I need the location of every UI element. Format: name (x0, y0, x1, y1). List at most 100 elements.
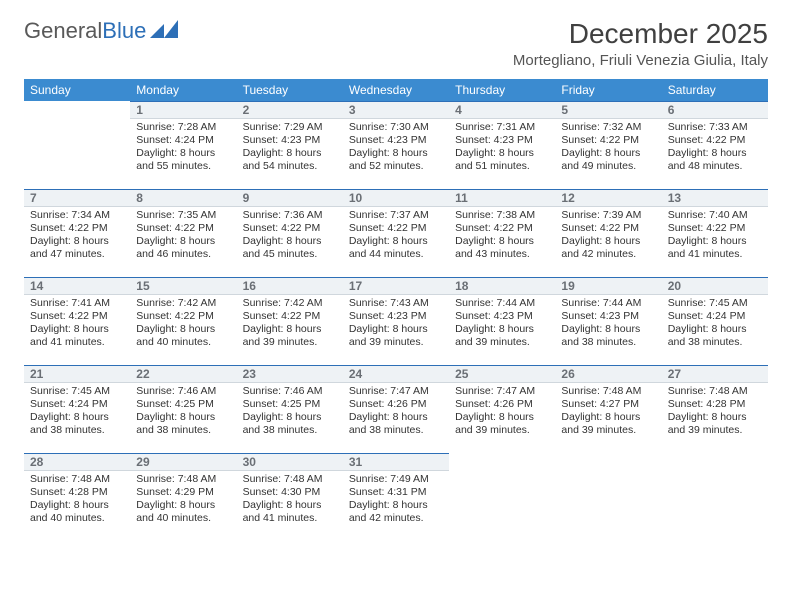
calendar-cell: 16Sunrise: 7:42 AMSunset: 4:22 PMDayligh… (237, 277, 343, 365)
day-info: Sunrise: 7:33 AMSunset: 4:22 PMDaylight:… (662, 119, 768, 178)
calendar-cell: 12Sunrise: 7:39 AMSunset: 4:22 PMDayligh… (555, 189, 661, 277)
sunset-line: Sunset: 4:28 PM (668, 398, 762, 411)
calendar-cell: 3Sunrise: 7:30 AMSunset: 4:23 PMDaylight… (343, 101, 449, 189)
sunset-line: Sunset: 4:22 PM (561, 134, 655, 147)
sunrise-line: Sunrise: 7:34 AM (30, 209, 124, 222)
daylight-line: Daylight: 8 hours and 51 minutes. (455, 147, 549, 173)
day-info: Sunrise: 7:42 AMSunset: 4:22 PMDaylight:… (130, 295, 236, 354)
daylight-line: Daylight: 8 hours and 38 minutes. (349, 411, 443, 437)
calendar-cell: 24Sunrise: 7:47 AMSunset: 4:26 PMDayligh… (343, 365, 449, 453)
sunrise-line: Sunrise: 7:42 AM (136, 297, 230, 310)
sunrise-line: Sunrise: 7:49 AM (349, 473, 443, 486)
sunrise-line: Sunrise: 7:47 AM (349, 385, 443, 398)
sunset-line: Sunset: 4:27 PM (561, 398, 655, 411)
calendar-cell (662, 453, 768, 541)
daylight-line: Daylight: 8 hours and 42 minutes. (561, 235, 655, 261)
sunset-line: Sunset: 4:22 PM (30, 310, 124, 323)
day-info: Sunrise: 7:37 AMSunset: 4:22 PMDaylight:… (343, 207, 449, 266)
sunrise-line: Sunrise: 7:29 AM (243, 121, 337, 134)
daylight-line: Daylight: 8 hours and 40 minutes. (136, 323, 230, 349)
daylight-line: Daylight: 8 hours and 54 minutes. (243, 147, 337, 173)
day-number: 11 (449, 189, 555, 207)
sunset-line: Sunset: 4:26 PM (455, 398, 549, 411)
sunset-line: Sunset: 4:22 PM (561, 222, 655, 235)
calendar-cell: 1Sunrise: 7:28 AMSunset: 4:24 PMDaylight… (130, 101, 236, 189)
sunset-line: Sunset: 4:22 PM (349, 222, 443, 235)
sunset-line: Sunset: 4:22 PM (136, 310, 230, 323)
day-info: Sunrise: 7:42 AMSunset: 4:22 PMDaylight:… (237, 295, 343, 354)
daylight-line: Daylight: 8 hours and 39 minutes. (455, 411, 549, 437)
sunrise-line: Sunrise: 7:45 AM (668, 297, 762, 310)
calendar-cell: 8Sunrise: 7:35 AMSunset: 4:22 PMDaylight… (130, 189, 236, 277)
sunrise-line: Sunrise: 7:48 AM (561, 385, 655, 398)
sunset-line: Sunset: 4:25 PM (243, 398, 337, 411)
day-number: 27 (662, 365, 768, 383)
day-info: Sunrise: 7:32 AMSunset: 4:22 PMDaylight:… (555, 119, 661, 178)
calendar-cell: 18Sunrise: 7:44 AMSunset: 4:23 PMDayligh… (449, 277, 555, 365)
sunrise-line: Sunrise: 7:48 AM (668, 385, 762, 398)
calendar-cell: 13Sunrise: 7:40 AMSunset: 4:22 PMDayligh… (662, 189, 768, 277)
calendar-cell: 9Sunrise: 7:36 AMSunset: 4:22 PMDaylight… (237, 189, 343, 277)
day-header: Wednesday (343, 79, 449, 101)
sunrise-line: Sunrise: 7:48 AM (136, 473, 230, 486)
day-number: 20 (662, 277, 768, 295)
sunrise-line: Sunrise: 7:38 AM (455, 209, 549, 222)
sunset-line: Sunset: 4:22 PM (136, 222, 230, 235)
day-number: 10 (343, 189, 449, 207)
calendar-cell (449, 453, 555, 541)
sunset-line: Sunset: 4:25 PM (136, 398, 230, 411)
calendar-cell: 19Sunrise: 7:44 AMSunset: 4:23 PMDayligh… (555, 277, 661, 365)
sunset-line: Sunset: 4:23 PM (561, 310, 655, 323)
day-info: Sunrise: 7:46 AMSunset: 4:25 PMDaylight:… (237, 383, 343, 442)
day-number: 28 (24, 453, 130, 471)
day-info: Sunrise: 7:29 AMSunset: 4:23 PMDaylight:… (237, 119, 343, 178)
day-number: 24 (343, 365, 449, 383)
day-info: Sunrise: 7:49 AMSunset: 4:31 PMDaylight:… (343, 471, 449, 530)
daylight-line: Daylight: 8 hours and 44 minutes. (349, 235, 443, 261)
day-number: 3 (343, 101, 449, 119)
day-number: 7 (24, 189, 130, 207)
sunset-line: Sunset: 4:23 PM (455, 310, 549, 323)
daylight-line: Daylight: 8 hours and 41 minutes. (30, 323, 124, 349)
day-info: Sunrise: 7:40 AMSunset: 4:22 PMDaylight:… (662, 207, 768, 266)
sunrise-line: Sunrise: 7:31 AM (455, 121, 549, 134)
sunrise-line: Sunrise: 7:44 AM (561, 297, 655, 310)
day-info: Sunrise: 7:30 AMSunset: 4:23 PMDaylight:… (343, 119, 449, 178)
day-number: 22 (130, 365, 236, 383)
sunrise-line: Sunrise: 7:47 AM (455, 385, 549, 398)
sunset-line: Sunset: 4:23 PM (349, 134, 443, 147)
brand-part1: General (24, 18, 102, 44)
daylight-line: Daylight: 8 hours and 42 minutes. (349, 499, 443, 525)
day-number: 25 (449, 365, 555, 383)
day-info: Sunrise: 7:44 AMSunset: 4:23 PMDaylight:… (555, 295, 661, 354)
day-number: 14 (24, 277, 130, 295)
calendar-cell: 23Sunrise: 7:46 AMSunset: 4:25 PMDayligh… (237, 365, 343, 453)
calendar-cell: 5Sunrise: 7:32 AMSunset: 4:22 PMDaylight… (555, 101, 661, 189)
sunrise-line: Sunrise: 7:48 AM (30, 473, 124, 486)
day-info: Sunrise: 7:45 AMSunset: 4:24 PMDaylight:… (24, 383, 130, 442)
sunset-line: Sunset: 4:22 PM (668, 222, 762, 235)
sunrise-line: Sunrise: 7:43 AM (349, 297, 443, 310)
day-number: 16 (237, 277, 343, 295)
daylight-line: Daylight: 8 hours and 48 minutes. (668, 147, 762, 173)
daylight-line: Daylight: 8 hours and 39 minutes. (349, 323, 443, 349)
sunset-line: Sunset: 4:24 PM (136, 134, 230, 147)
day-number: 21 (24, 365, 130, 383)
day-info: Sunrise: 7:48 AMSunset: 4:28 PMDaylight:… (662, 383, 768, 442)
day-number: 26 (555, 365, 661, 383)
day-info: Sunrise: 7:47 AMSunset: 4:26 PMDaylight:… (449, 383, 555, 442)
calendar-cell: 10Sunrise: 7:37 AMSunset: 4:22 PMDayligh… (343, 189, 449, 277)
daylight-line: Daylight: 8 hours and 38 minutes. (30, 411, 124, 437)
brand-logo: GeneralBlue (24, 18, 178, 44)
sunset-line: Sunset: 4:24 PM (30, 398, 124, 411)
daylight-line: Daylight: 8 hours and 39 minutes. (561, 411, 655, 437)
sunset-line: Sunset: 4:23 PM (455, 134, 549, 147)
daylight-line: Daylight: 8 hours and 52 minutes. (349, 147, 443, 173)
day-header: Thursday (449, 79, 555, 101)
day-info: Sunrise: 7:48 AMSunset: 4:30 PMDaylight:… (237, 471, 343, 530)
day-number: 23 (237, 365, 343, 383)
sunrise-line: Sunrise: 7:42 AM (243, 297, 337, 310)
sunset-line: Sunset: 4:30 PM (243, 486, 337, 499)
calendar-cell (24, 101, 130, 189)
sunrise-line: Sunrise: 7:48 AM (243, 473, 337, 486)
